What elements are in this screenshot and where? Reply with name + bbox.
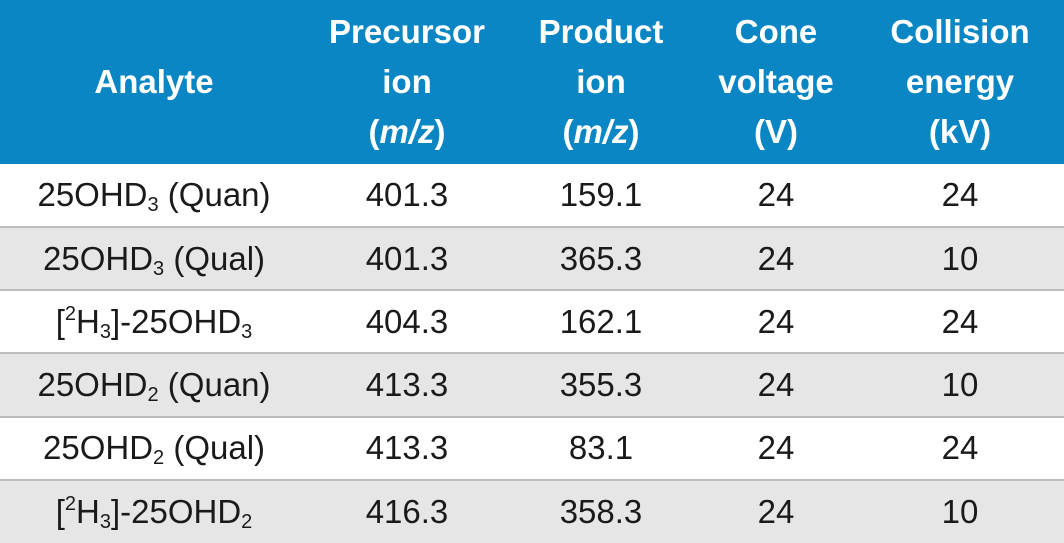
cell-analyte: [2H3]-25OHD3 [0,289,308,354]
table-header: Analyte Precursor ion (m/z) Product ion (m/z) C… [0,0,1064,164]
cell-cone-voltage: 24 [696,352,856,417]
analyte-base: 25OHD [131,302,242,340]
table-body: 25OHD3 (Quan) 401.3 159.1 24 24 25OHD3 (Qual)… [0,164,1064,543]
header-collision-energy: Collision energy (kV) [856,0,1064,164]
label-isotope-mass: 2 [64,492,76,515]
cell-cone-voltage: 24 [696,226,856,291]
unit-close: ) [434,113,446,150]
header-cone-voltage: Cone voltage (V) [696,0,856,164]
table-row: [2H3]-25OHD2 416.3 358.3 24 10 [0,478,1064,543]
unit-mz: m/z [379,113,435,150]
header-product-ion: Product ion (m/z) [506,0,696,164]
cell-analyte: [2H3]-25OHD2 [0,478,308,543]
table-row: 25OHD2 (Qual) 413.3 83.1 24 24 [0,415,1064,480]
table-row: 25OHD3 (Quan) 401.3 159.1 24 24 [0,164,1064,228]
cell-collision-energy: 10 [856,352,1064,417]
cell-cone-voltage: 24 [696,289,856,354]
table-row: [2H3]-25OHD3 404.3 162.1 24 24 [0,289,1064,354]
cell-precursor-ion: 404.3 [308,289,506,354]
analyte-suffix: (Quan) [158,366,271,404]
unit-open: ( [562,113,574,150]
analyte-suffix: (Quan) [158,176,271,214]
cell-collision-energy: 24 [856,289,1064,354]
analyte-base: 25OHD [42,429,154,467]
cell-collision-energy: 10 [856,226,1064,291]
header-row: Analyte Precursor ion (m/z) Product ion (m/z) C… [0,0,1064,164]
unit-open: ( [368,113,380,150]
header-line: Cone [734,13,818,50]
cell-cone-voltage: 24 [696,415,856,480]
cell-product-ion: 162.1 [506,289,696,354]
header-line: (V) [754,113,798,150]
cell-product-ion: 365.3 [506,226,696,291]
analyte-subscript: 2 [147,384,159,407]
cell-cone-voltage: 24 [757,176,795,214]
cell-analyte: 25OHD2 (Quan) [0,352,308,417]
label-bracket-close: ]- [110,492,132,530]
header-line: Precursor [329,13,485,50]
header-line: ion [576,63,626,100]
cell-product-ion: 355.3 [506,352,696,417]
cell-precursor-ion: 401.3 [365,176,449,214]
analyte-base: 25OHD [131,492,242,530]
header-unit: (m/z) [308,107,506,157]
analyte-subscript: 3 [147,194,159,217]
cell-precursor-ion: 413.3 [308,352,506,417]
analyte-subscript: 2 [241,510,253,533]
unit-mz: m/z [573,113,629,150]
label-element: H [75,302,100,340]
label-bracket-close: ]- [110,302,132,340]
header-line: Collision [890,13,1030,50]
analyte-subscript: 3 [153,257,165,280]
analyte-base: 25OHD [42,239,154,277]
analyte-base: 25OHD [37,366,148,404]
header-line: ion [382,63,432,100]
header-unit: (m/z) [506,107,696,157]
label-bracket-open: [ [55,302,65,340]
cell-cone-voltage: 24 [696,478,856,543]
label-isotope-count: 3 [99,510,111,533]
cell-precursor-ion: 413.3 [308,415,506,480]
label-isotope-mass: 2 [64,302,76,325]
header-precursor-ion: Precursor ion (m/z) [308,0,506,164]
cell-analyte: 25OHD3 (Qual) [0,226,308,291]
label-isotope-count: 3 [99,320,111,343]
cell-analyte: 25OHD2 (Qual) [0,415,308,480]
label-bracket-open: [ [55,492,65,530]
cell-product-ion: 83.1 [506,415,696,480]
table-row: 25OHD3 (Qual) 401.3 365.3 24 10 [0,226,1064,291]
analyte-subscript: 3 [241,320,253,343]
header-analyte: Analyte [0,0,308,164]
header-line: energy [905,63,1015,100]
header-line: voltage [718,63,834,100]
analyte-suffix: (Qual) [164,239,266,277]
header-line: (kV) [928,113,992,150]
analyte-base: 25OHD [37,176,148,214]
cell-collision-energy: 10 [856,478,1064,543]
unit-close: ) [628,113,640,150]
header-line: Analyte [94,63,214,100]
label-element: H [75,492,100,530]
cell-product-ion: 358.3 [506,478,696,543]
cell-collision-energy: 24 [856,415,1064,480]
cell-product-ion: 159.1 [559,176,643,214]
table-row: 25OHD2 (Quan) 413.3 355.3 24 10 [0,352,1064,417]
cell-precursor-ion: 401.3 [308,226,506,291]
cell-precursor-ion: 416.3 [308,478,506,543]
analyte-suffix: (Qual) [164,429,266,467]
analyte-subscript: 2 [153,447,165,470]
cell-collision-energy: 24 [941,176,979,214]
header-line: Product [538,13,664,50]
cell-analyte: 25OHD3 (Quan) [0,164,308,227]
